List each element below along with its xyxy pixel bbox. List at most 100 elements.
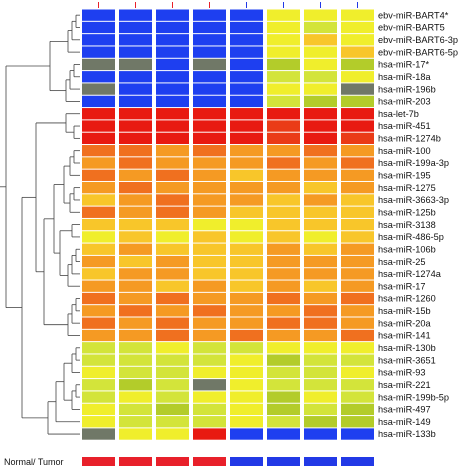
heatmap-cell bbox=[267, 95, 300, 108]
heatmap-cell bbox=[341, 416, 374, 428]
heatmap-cell bbox=[156, 58, 189, 71]
heatmap-cell bbox=[304, 145, 337, 157]
heatmap-cell bbox=[304, 354, 337, 366]
heatmap-cell bbox=[119, 280, 152, 292]
heatmap-cell bbox=[156, 71, 189, 83]
heatmap-cell bbox=[82, 305, 115, 317]
row-label: hsa-miR-100 bbox=[378, 146, 431, 156]
heatmap-cell bbox=[230, 428, 263, 440]
row-label: hsa-miR-18a bbox=[378, 72, 431, 82]
row-label: hsa-miR-3138 bbox=[378, 220, 436, 230]
heatmap-cell bbox=[193, 218, 226, 231]
heatmap-cell bbox=[230, 243, 263, 255]
row-label: hsa-miR-497 bbox=[378, 405, 431, 415]
heatmap-cell bbox=[156, 317, 189, 329]
heatmap-cell bbox=[193, 329, 226, 342]
heatmap-cell bbox=[119, 46, 152, 58]
heatmap-cell bbox=[341, 268, 374, 280]
heatmap-cell bbox=[304, 255, 337, 268]
heatmap-cell bbox=[156, 21, 189, 34]
heatmap-cell bbox=[156, 305, 189, 317]
heatmap-cell bbox=[156, 108, 189, 120]
annotation-cell bbox=[82, 457, 115, 466]
heatmap-cell bbox=[156, 95, 189, 108]
heatmap-cell bbox=[156, 34, 189, 46]
heatmap-cell bbox=[304, 108, 337, 120]
heatmap-cell bbox=[193, 194, 226, 206]
heatmap-cell bbox=[82, 403, 115, 416]
heatmap-cell bbox=[82, 58, 115, 71]
heatmap-cell bbox=[193, 145, 226, 157]
row-label: hsa-miR-130b bbox=[378, 343, 436, 353]
heatmap-cell bbox=[82, 157, 115, 169]
heatmap-cell bbox=[193, 280, 226, 292]
heatmap-cell bbox=[82, 194, 115, 206]
heatmap-cell bbox=[119, 403, 152, 416]
heatmap-cell bbox=[156, 9, 189, 21]
heatmap-cell bbox=[267, 181, 300, 194]
heatmap-cell bbox=[156, 329, 189, 342]
annotation-cell bbox=[156, 457, 189, 466]
heatmap-cell bbox=[193, 169, 226, 181]
heatmap-cell bbox=[304, 194, 337, 206]
heatmap-cell bbox=[156, 120, 189, 132]
heatmap-cell bbox=[267, 34, 300, 46]
heatmap-cell bbox=[82, 181, 115, 194]
row-label: hsa-miR-195 bbox=[378, 171, 431, 181]
heatmap-cell bbox=[156, 83, 189, 95]
heatmap-cell bbox=[304, 132, 337, 145]
heatmap-cell bbox=[230, 218, 263, 231]
heatmap-cell bbox=[82, 120, 115, 132]
heatmap-cell bbox=[230, 231, 263, 243]
heatmap-cell bbox=[82, 231, 115, 243]
heatmap-cell bbox=[119, 391, 152, 403]
heatmap-cell bbox=[156, 231, 189, 243]
heatmap-cell bbox=[267, 21, 300, 34]
heatmap-cell bbox=[82, 354, 115, 366]
heatmap-cell bbox=[341, 95, 374, 108]
heatmap-cell bbox=[304, 416, 337, 428]
heatmap-cell bbox=[304, 403, 337, 416]
heatmap-cell bbox=[267, 231, 300, 243]
row-labels: ebv-miR-BART4* ebv-miR-BART5 ebv-miR-BART6… bbox=[378, 10, 458, 439]
heatmap-cell bbox=[193, 181, 226, 194]
heatmap-cell bbox=[193, 428, 226, 440]
heatmap-cell bbox=[341, 83, 374, 95]
heatmap-cell bbox=[304, 9, 337, 21]
row-label: hsa-miR-149 bbox=[378, 417, 431, 427]
heatmap-cell bbox=[341, 342, 374, 354]
heatmap-cell bbox=[304, 243, 337, 255]
heatmap-cell bbox=[156, 243, 189, 255]
heatmap-cell bbox=[193, 231, 226, 243]
row-label: hsa-miR-199a-3p bbox=[378, 158, 449, 168]
heatmap-cell bbox=[341, 305, 374, 317]
heatmap-cell bbox=[267, 329, 300, 342]
heatmap-cell bbox=[341, 157, 374, 169]
heatmap-cell bbox=[230, 21, 263, 34]
heatmap-cell bbox=[156, 379, 189, 391]
heatmap-cell bbox=[119, 428, 152, 440]
heatmap-cell bbox=[193, 305, 226, 317]
heatmap-cell bbox=[230, 379, 263, 391]
heatmap-cell bbox=[304, 268, 337, 280]
annotation-cell bbox=[304, 457, 337, 466]
row-label: hsa-miR-199b-5p bbox=[378, 392, 449, 402]
heatmap-cell bbox=[193, 317, 226, 329]
row-label: hsa-miR-196b bbox=[378, 84, 436, 94]
heatmap-cell bbox=[267, 157, 300, 169]
heatmap-cell bbox=[193, 354, 226, 366]
heatmap-cell bbox=[267, 403, 300, 416]
heatmap-cell bbox=[304, 366, 337, 379]
row-label: hsa-miR-3651 bbox=[378, 355, 436, 365]
heatmap-cell bbox=[230, 95, 263, 108]
heatmap-cell bbox=[193, 342, 226, 354]
heatmap-cell bbox=[230, 366, 263, 379]
heatmap-cell bbox=[119, 243, 152, 255]
row-label: hsa-miR-1274b bbox=[378, 134, 441, 144]
heatmap-cell bbox=[156, 342, 189, 354]
annotation-cell bbox=[341, 457, 374, 466]
heatmap-cell bbox=[230, 132, 263, 145]
heatmap-cell bbox=[82, 145, 115, 157]
heatmap-cell bbox=[119, 231, 152, 243]
heatmap-cell bbox=[230, 403, 263, 416]
